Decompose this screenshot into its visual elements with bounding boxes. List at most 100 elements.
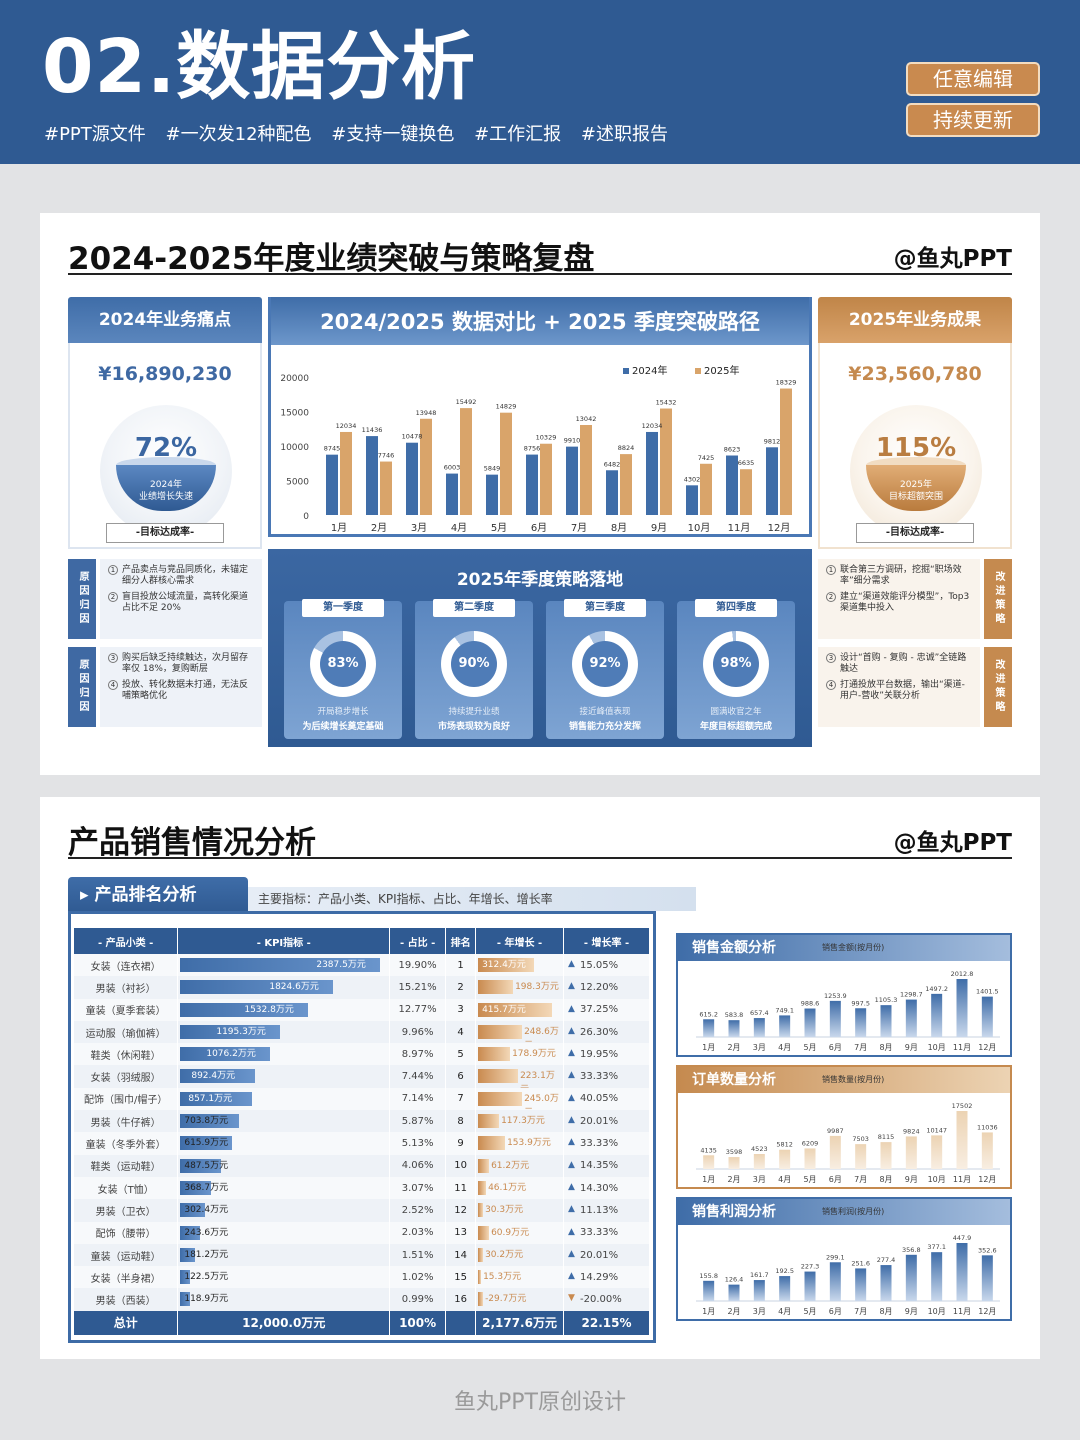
arrow-up-icon: ▲ xyxy=(568,981,575,992)
update-badge[interactable]: 持续更新 xyxy=(906,103,1040,137)
bar-2025 xyxy=(620,454,632,515)
arrow-up-icon: ▲ xyxy=(568,1115,575,1126)
mini-bar xyxy=(855,1008,867,1037)
growth-rate: 26.30% xyxy=(580,1026,619,1038)
rank-value: 12 xyxy=(445,1199,477,1222)
growth-cell: ▲ 19.95% xyxy=(563,1043,650,1066)
bar-2024 xyxy=(366,436,378,515)
strategy-text: 设计“首购 - 复购 - 忠诚”全链路触达 xyxy=(840,653,967,674)
kpi-value: 615.9万元 xyxy=(184,1138,229,1149)
quarter-summary: 为后续增长奠定基础 xyxy=(302,722,384,732)
bar-2024 xyxy=(486,474,498,515)
mini-x-label: 9月 xyxy=(905,1175,918,1184)
order-count-chart: 订单数量分析 销售数量(按月份) 4135 1月 3598 2月 4523 3月 5812 4月… xyxy=(676,1065,1012,1189)
tag: #支持一键换色 xyxy=(331,124,455,145)
growth-cell: ▼ -20.00% xyxy=(563,1288,650,1311)
mini-chart-title: 销售利润分析 销售利润(按月份) xyxy=(678,1199,1010,1225)
progress-value: 90% xyxy=(451,641,497,687)
mini-bar xyxy=(728,1020,740,1037)
legend-swatch xyxy=(695,368,701,374)
yoy-bar xyxy=(478,1136,506,1151)
mini-data-label: 2012.8 xyxy=(951,970,974,978)
bar-2025 xyxy=(380,461,392,515)
growth-cell: ▲ 11.13% xyxy=(563,1199,650,1222)
mini-bar xyxy=(931,1252,943,1301)
strategy-list: 3 设计“首购 - 复购 - 忠诚”全链路触达 4 打通投放平台数据，输出“渠道-用… xyxy=(818,647,980,727)
share-value: 2.52% xyxy=(389,1199,447,1222)
total-rank xyxy=(445,1310,477,1335)
mini-bar xyxy=(703,1155,715,1169)
quarter-summary: 年度目标超额完成 xyxy=(699,722,772,732)
arrow-up-icon: ▲ xyxy=(568,1181,575,1192)
progress-value: 98% xyxy=(713,641,759,687)
arrow-up-icon: ▲ xyxy=(568,1204,575,1215)
kpi-cell: 1195.3万元 xyxy=(177,1020,391,1044)
mini-bar xyxy=(880,1142,892,1169)
mini-bar-chart: 155.8 1月 126.4 2月 161.7 3月 192.5 4月 227.3 5月 299.1… xyxy=(696,1234,1000,1316)
mini-data-label: 615.2 xyxy=(699,1010,718,1018)
mini-data-label: 126.4 xyxy=(725,1276,744,1284)
rank-value: 16 xyxy=(445,1288,477,1311)
quarter-note: 圆满收官之年 xyxy=(710,707,762,717)
tab-product-ranking[interactable]: ▸ 产品排名分析 xyxy=(68,877,248,913)
mini-data-label: 4523 xyxy=(751,1145,768,1153)
bowl-label-line: 2024年 xyxy=(150,480,182,490)
product-category: 配饰（腰带） xyxy=(74,1221,179,1244)
x-tick-label: 8月 xyxy=(611,522,627,533)
bar-2025 xyxy=(460,408,472,515)
mini-x-label: 9月 xyxy=(905,1043,918,1052)
strategy-text: 建立“渠道效能评分模型”，Top3 渠道集中投入 xyxy=(840,592,970,613)
mini-bar-chart: 615.2 1月 583.8 2月 657.4 3月 749.1 4月 988.6 5月 1253.… xyxy=(696,970,1000,1052)
x-tick-label: 3月 xyxy=(411,522,427,533)
arrow-up-icon: ▲ xyxy=(568,959,575,969)
edit-badge[interactable]: 任意编辑 xyxy=(906,62,1040,96)
reason-item: 3 购买后缺乏持续触达，次月留存率仅 18%，复购断层 xyxy=(108,653,254,675)
kpi-cell: 302.4万元 xyxy=(177,1199,391,1222)
mini-bar xyxy=(931,993,943,1037)
rank-value: 1 xyxy=(445,954,477,977)
mini-data-label: 1497.2 xyxy=(925,985,948,993)
results-column: 2025年业务成果 ¥23,560,780 115% 2025年 目标超额突围 -… xyxy=(818,297,1012,727)
mini-data-label: 11036 xyxy=(977,1123,998,1131)
share-value: 4.06% xyxy=(389,1154,447,1177)
quarter-summary: 销售能力充分发挥 xyxy=(568,722,641,732)
product-category: 女装（羽绒服） xyxy=(74,1065,179,1088)
table-header-row: - 产品小类 - - KPI指标 - - 占比 - 排名 - 年增长 - - 增… xyxy=(74,928,650,954)
mini-chart-title: 订单数量分析 销售数量(按月份) xyxy=(678,1067,1010,1093)
progress-ring: 90% xyxy=(441,631,507,697)
mini-data-label: 583.8 xyxy=(725,1011,744,1019)
rank-value: 4 xyxy=(445,1020,477,1044)
yoy-cell: 30.2万元 xyxy=(475,1243,564,1267)
share-value: 12.77% xyxy=(389,998,447,1021)
growth-cell: ▲ 12.20% xyxy=(563,976,650,999)
mini-data-label: 17502 xyxy=(952,1102,973,1110)
x-tick-label: 1月 xyxy=(331,522,347,533)
mini-bar xyxy=(905,999,917,1037)
strategy-item: 3 设计“首购 - 复购 - 忠诚”全链路触达 xyxy=(826,653,972,675)
mini-x-label: 6月 xyxy=(829,1175,842,1184)
mini-bar xyxy=(753,1280,765,1301)
strategy-item: 4 打通投放平台数据，输出“渠道-用户-营收”关联分析 xyxy=(826,680,972,702)
mini-bar xyxy=(728,1157,740,1169)
legend-swatch xyxy=(623,368,629,374)
mini-bar xyxy=(829,1262,841,1301)
growth-rate: -20.00% xyxy=(580,1294,622,1306)
mini-x-label: 12月 xyxy=(978,1043,996,1052)
column-header: - KPI指标 - xyxy=(177,928,391,954)
mini-x-label: 2月 xyxy=(727,1307,740,1316)
kpi-value: 892.4万元 xyxy=(191,1071,236,1082)
mini-bar xyxy=(829,1135,841,1169)
product-category: 鞋类（运动鞋） xyxy=(74,1154,179,1177)
bar-2024 xyxy=(326,454,338,515)
product-category: 运动服（瑜伽裤） xyxy=(74,1020,179,1044)
mini-data-label: 356.8 xyxy=(902,1246,921,1254)
kpi-cell: 703.8万元 xyxy=(177,1110,391,1133)
rank-value: 14 xyxy=(445,1243,477,1267)
mini-data-label: 155.8 xyxy=(699,1272,718,1280)
bowl-label-line: 2025年 xyxy=(900,480,932,490)
mini-x-label: 5月 xyxy=(803,1043,816,1052)
yoy-cell: 60.9万元 xyxy=(475,1221,564,1244)
column-banner: 2024年业务痛点 xyxy=(68,297,262,343)
yoy-bar xyxy=(478,1114,500,1129)
kpi-value: 1532.8万元 xyxy=(244,1004,294,1015)
